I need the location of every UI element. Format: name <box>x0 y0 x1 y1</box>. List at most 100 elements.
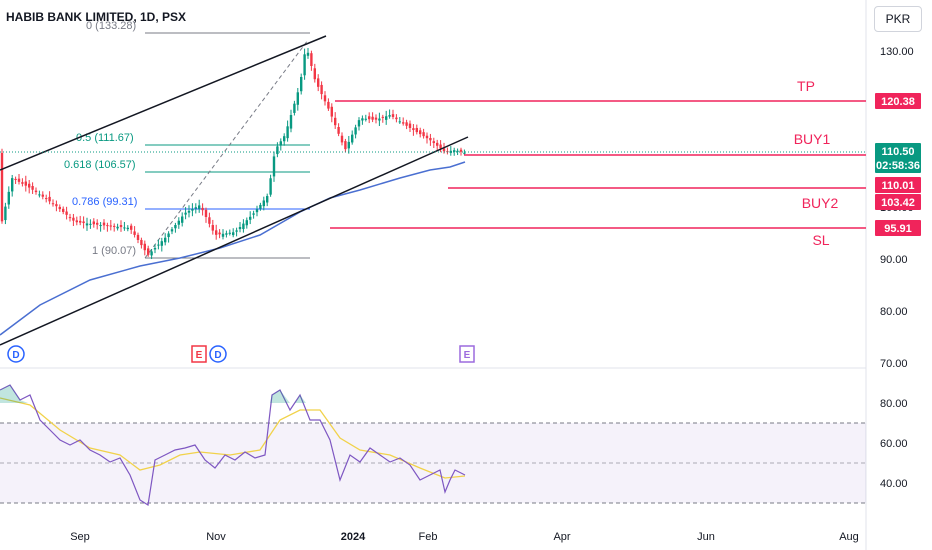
candle-body <box>381 116 384 118</box>
candle-body <box>4 206 7 221</box>
candle-body <box>143 243 146 251</box>
candle-body <box>337 126 340 134</box>
candle-body <box>419 130 422 135</box>
candle-body <box>378 118 381 121</box>
channel-upper-line <box>0 35 327 171</box>
candle-body <box>96 222 99 225</box>
time-tick-label: Apr <box>553 531 570 543</box>
rsi-overbought-fill <box>0 385 28 403</box>
candle-body <box>262 200 265 207</box>
candle-body <box>41 194 44 197</box>
candle-body <box>218 232 221 235</box>
candle-body <box>439 144 442 149</box>
candle-body <box>48 196 51 202</box>
candle-body <box>204 209 208 217</box>
rsi-band <box>0 422 866 504</box>
candle-body <box>65 211 68 215</box>
time-tick-label: 2024 <box>341 531 366 543</box>
price-badge <box>875 157 921 173</box>
candle-body <box>160 241 163 246</box>
price-badge <box>875 194 921 210</box>
candle-body <box>136 234 140 240</box>
candle-body <box>432 141 435 144</box>
candle-body <box>28 183 31 188</box>
candle-body <box>453 150 456 152</box>
candle-body <box>11 178 14 192</box>
candle-body <box>167 233 170 238</box>
candle-body <box>259 204 262 209</box>
candle-body <box>371 116 374 120</box>
candle-body <box>317 78 320 87</box>
event-marker-label: E <box>196 350 203 361</box>
candle-body <box>14 178 17 180</box>
candle-body <box>266 196 269 203</box>
level-label-sl: SL <box>812 232 829 248</box>
candle-body <box>293 103 296 113</box>
price-tick-label: 90.00 <box>880 254 908 266</box>
candle-body <box>402 122 405 124</box>
candle-body <box>45 198 48 200</box>
price-badge-label: 120.38 <box>881 96 915 108</box>
candle-body <box>398 121 401 123</box>
rsi-tick-label: 60.00 <box>880 438 908 450</box>
candle-body <box>89 223 92 225</box>
currency-button[interactable]: PKR <box>874 6 922 32</box>
candle-body <box>327 101 330 109</box>
candle-body <box>296 92 299 105</box>
candle-body <box>21 182 24 184</box>
candle-body <box>344 141 347 150</box>
event-marker-label: D <box>12 350 19 361</box>
candle-body <box>351 134 354 143</box>
candle-body <box>211 225 214 231</box>
candle-body <box>201 207 204 211</box>
candle-body <box>75 220 78 223</box>
candle-body <box>17 178 21 182</box>
fib-level-label: 0 (133.28) <box>86 20 136 32</box>
chart-title: HABIB BANK LIMITED, 1D, PSX <box>6 10 187 24</box>
rsi-overbought-fill <box>270 390 306 403</box>
candle-body <box>82 221 85 224</box>
price-badge <box>875 220 921 236</box>
candle-body <box>181 216 184 223</box>
candle-body <box>442 148 446 152</box>
candle-body <box>215 230 218 235</box>
candle-body <box>85 223 89 226</box>
candle-body <box>187 210 191 213</box>
candle-body <box>422 132 425 137</box>
candle-body <box>119 225 123 228</box>
event-marker-label: E <box>464 350 471 361</box>
candle-body <box>286 126 289 139</box>
candle-body <box>303 54 306 76</box>
candle-body <box>123 227 126 229</box>
candle-body <box>24 181 27 186</box>
time-tick-label: Sep <box>70 531 90 543</box>
candle-body <box>113 225 116 227</box>
level-label-buy1: BUY1 <box>794 131 831 147</box>
candle-body <box>38 194 41 196</box>
candle-body <box>116 226 119 229</box>
candle-body <box>429 138 432 141</box>
candle-body <box>388 115 391 117</box>
candle-body <box>174 225 177 229</box>
candle-body <box>459 149 463 152</box>
candle-body <box>147 248 150 255</box>
price-badge <box>875 143 921 159</box>
time-tick-label: Feb <box>419 531 438 543</box>
event-marker-label: D <box>214 350 221 361</box>
candle-body <box>109 225 112 227</box>
candle-body <box>106 225 109 227</box>
candle-body <box>62 208 65 212</box>
candle-body <box>463 152 466 154</box>
candle-body <box>242 223 245 230</box>
candle-body <box>208 217 211 224</box>
earnings-marker-icon <box>459 345 475 363</box>
rsi-tick-label: 80.00 <box>880 398 908 410</box>
candle-body <box>361 118 364 121</box>
price-badge-label: 02:58:36 <box>876 160 920 172</box>
candle-body <box>157 244 160 246</box>
price-badge-label: 110.01 <box>881 180 914 192</box>
fib-level-label: 0.5 (111.67) <box>76 132 134 144</box>
candle-body <box>357 120 361 127</box>
candle-body <box>7 191 10 205</box>
